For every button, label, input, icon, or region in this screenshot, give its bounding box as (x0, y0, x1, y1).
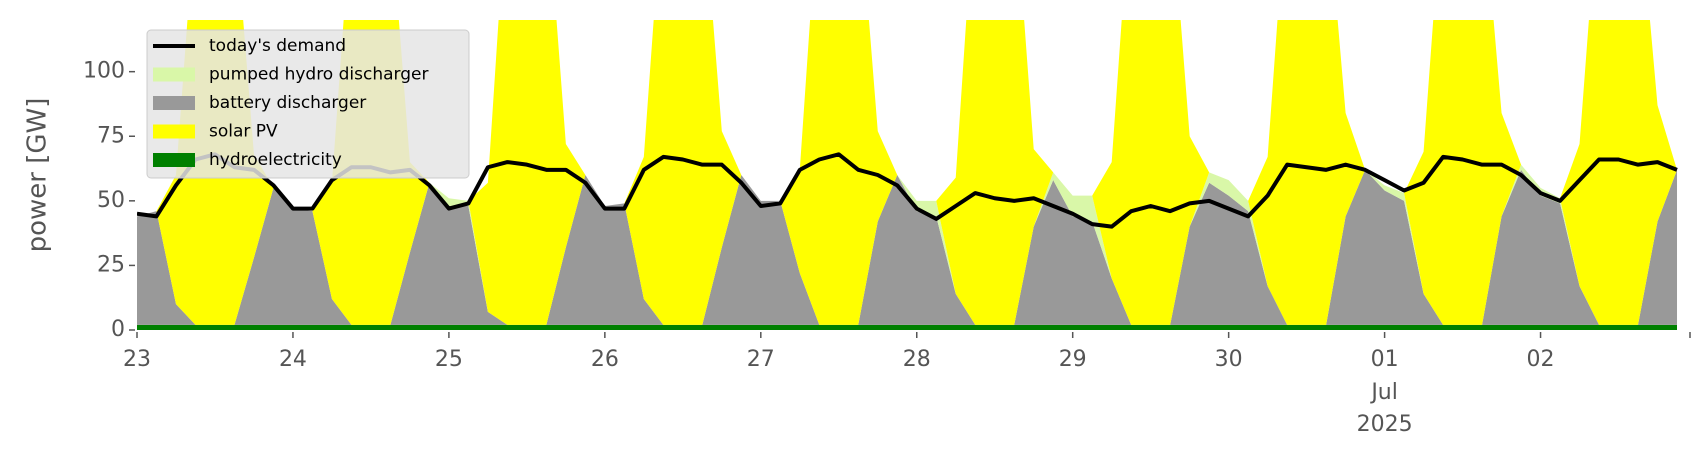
x-tick-label: 29 (1059, 347, 1087, 372)
legend-label: hydroelectricity (209, 150, 342, 170)
legend-label: battery discharger (209, 93, 366, 113)
area (137, 324, 1678, 330)
y-tick-label: 100 (83, 59, 125, 84)
x-tick-label: 27 (747, 347, 775, 372)
y-axis-label: power [GW] (23, 98, 53, 253)
y-tick-label: 50 (97, 188, 125, 213)
legend-swatch (153, 96, 195, 110)
y-tick-label: 75 (97, 123, 125, 148)
x-tick-label: 28 (903, 347, 931, 372)
x-tick-label: 25 (435, 347, 463, 372)
month-label: Jul (1369, 380, 1398, 405)
x-tick-label: 30 (1215, 347, 1243, 372)
legend-swatch (153, 153, 195, 167)
legend-box (146, 29, 470, 179)
y-tick-label: 25 (97, 252, 125, 277)
legend-label: solar PV (209, 122, 278, 142)
area (137, 169, 1678, 325)
legend-swatch (153, 67, 195, 82)
y-tick-label: 0 (111, 317, 125, 342)
year-label: 2025 (1357, 412, 1413, 437)
x-tick-label: 01 (1371, 347, 1399, 372)
legend-label: pumped hydro discharger (209, 65, 428, 85)
x-tick-label: 24 (279, 347, 307, 372)
legend-swatch (153, 124, 195, 139)
plot-area (137, 20, 1678, 330)
x-tick-label: 23 (123, 347, 151, 372)
x-tick-label: 02 (1527, 347, 1555, 372)
area (137, 20, 1677, 325)
x-tick-label: 26 (591, 347, 619, 372)
legend-label: today's demand (209, 36, 346, 56)
